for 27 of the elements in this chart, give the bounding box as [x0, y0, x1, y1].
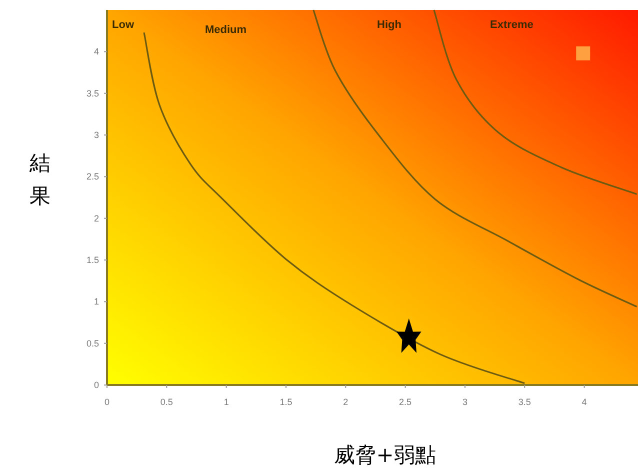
annotation: High [377, 19, 402, 31]
y-tick-label: 4 [94, 46, 99, 57]
x-tick-label: 4 [582, 397, 587, 407]
y-axis-title: 結果 [28, 151, 50, 208]
line-series [143, 32, 526, 384]
y-tick-label: 0.5 [86, 338, 99, 348]
y-tick-label: 1 [94, 296, 99, 307]
y-tick-label: 2 [94, 213, 99, 224]
y-tick-label: 1.5 [86, 255, 99, 265]
x-tick-label: 0 [104, 397, 110, 407]
x-tick-label: 2.5 [399, 397, 412, 407]
y-tick-label: 3.5 [86, 88, 99, 98]
annotation: Extreme [490, 19, 534, 31]
annotation: Medium [205, 24, 247, 36]
x-tick-label: 1 [224, 397, 229, 407]
line-series [433, 9, 638, 195]
y-tick-label: 3 [94, 130, 99, 140]
x-tick-label: 2 [343, 397, 348, 407]
x-tick-label: 1.5 [280, 397, 292, 407]
y-tick-label: 0 [94, 380, 99, 390]
x-tick-label: 0.5 [160, 397, 173, 407]
x-tick-label: 3 [462, 397, 468, 407]
line-series [312, 9, 638, 308]
x-axis-title: 威脅+弱點 [334, 443, 436, 467]
y-tick-label: 2.5 [86, 172, 99, 182]
x-tick-label: 3.5 [518, 397, 531, 407]
annotation: Low [112, 19, 134, 31]
